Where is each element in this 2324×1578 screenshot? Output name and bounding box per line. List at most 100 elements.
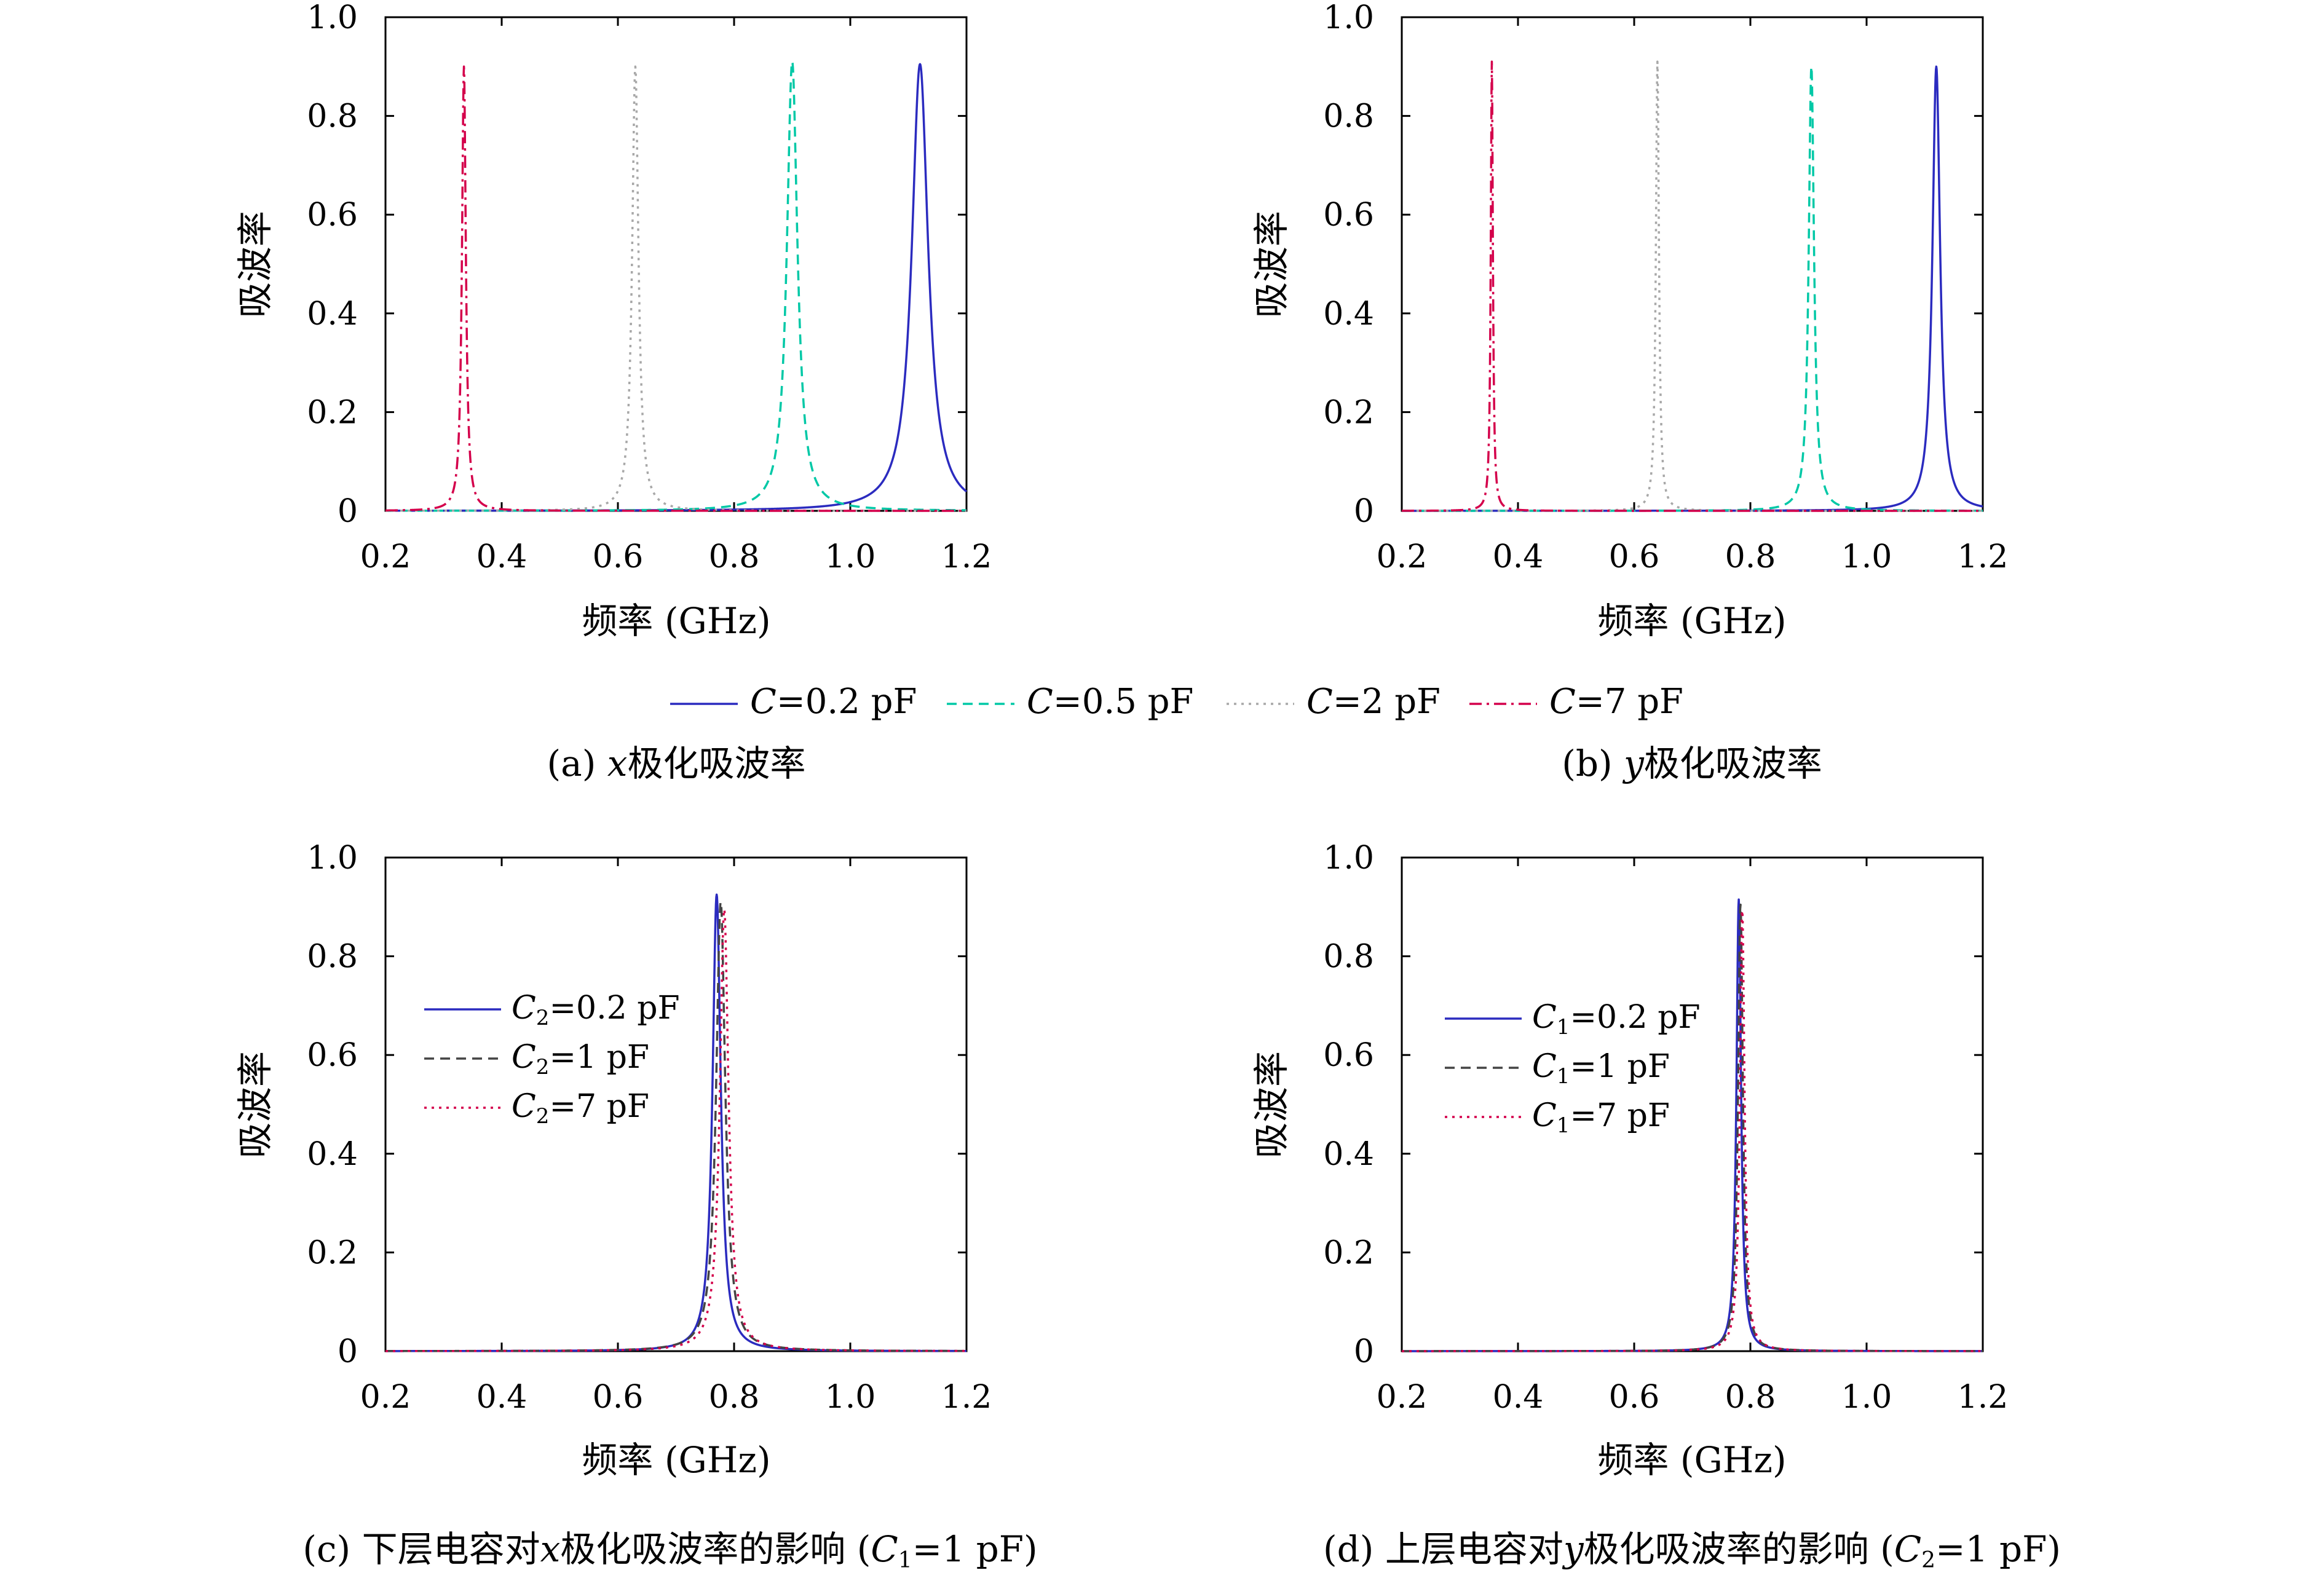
y-tick-label: 0 bbox=[338, 1333, 358, 1370]
legend: C1=0.2 pF C1=1 pF C1=7 pF bbox=[1445, 999, 1701, 1138]
y-axis-label: 吸波率 bbox=[234, 1051, 276, 1158]
series-line-2 bbox=[384, 908, 968, 1352]
x-axis-label: 频率 (GHz) bbox=[582, 1439, 770, 1481]
plot-frame bbox=[384, 856, 968, 1352]
y-tick-label: 1.0 bbox=[1323, 840, 1374, 877]
shared-legend-ab: C=0.2 pF C=0.5 pF C=2 pF C=7 pF bbox=[670, 682, 1683, 722]
legend-label: C=0.2 pF bbox=[750, 682, 917, 722]
legend-label: C=0.5 pF bbox=[1027, 682, 1193, 722]
x-axis-label: 频率 (GHz) bbox=[1597, 600, 1786, 642]
x-tick-label: 0.6 bbox=[593, 1379, 644, 1416]
y-tick-label: 1.0 bbox=[1323, 0, 1374, 36]
y-tick-label: 0 bbox=[1354, 1333, 1374, 1370]
y-tick-label: 0.8 bbox=[307, 98, 358, 135]
y-tick-label: 1.0 bbox=[307, 840, 358, 877]
series-lines bbox=[1401, 60, 1984, 512]
y-tick-label: 0.6 bbox=[1323, 1037, 1374, 1074]
y-axis-ticks: 0 0.2 0.4 0.6 0.8 1.0 bbox=[1323, 840, 1983, 1370]
y-axis-ticks: 0 0.2 0.4 0.6 0.8 1.0 bbox=[1323, 0, 1983, 530]
x-tick-label: 0.6 bbox=[1609, 1379, 1660, 1416]
x-tick-label: 0.8 bbox=[1725, 538, 1776, 575]
legend-label: C1=0.2 pF bbox=[1532, 999, 1701, 1040]
x-tick-label: 1.0 bbox=[825, 538, 876, 575]
y-tick-label: 0.2 bbox=[1323, 394, 1374, 431]
x-tick-label: 1.0 bbox=[1841, 1379, 1892, 1416]
legend-label: C=7 pF bbox=[1549, 682, 1683, 722]
y-tick-label: 0.8 bbox=[307, 939, 358, 976]
x-axis-label: 频率 (GHz) bbox=[1597, 1439, 1786, 1481]
series-line-1 bbox=[384, 60, 968, 512]
x-tick-label: 1.0 bbox=[825, 1379, 876, 1416]
plot-frame bbox=[1401, 856, 1984, 1352]
x-tick-label: 0.4 bbox=[1493, 538, 1544, 575]
x-tick-label: 0.6 bbox=[1609, 538, 1660, 575]
series-line-3 bbox=[1401, 60, 1984, 512]
plot-frame bbox=[384, 16, 968, 512]
series-line-2 bbox=[1401, 909, 1984, 1352]
x-tick-label: 1.2 bbox=[1958, 1379, 2009, 1416]
y-tick-label: 0.4 bbox=[307, 296, 358, 333]
x-tick-label: 0.8 bbox=[1725, 1379, 1776, 1416]
x-tick-label: 0.2 bbox=[1377, 1379, 1428, 1416]
y-axis-label: 吸波率 bbox=[1251, 211, 1292, 318]
panel-caption: (d) 上层电容对y极化吸波率的影响 (C2=1 pF) bbox=[1323, 1528, 2061, 1573]
series-line-0 bbox=[1401, 898, 1984, 1352]
series-lines bbox=[1401, 898, 1984, 1352]
x-tick-label: 1.2 bbox=[941, 538, 992, 575]
x-tick-label: 0.2 bbox=[360, 538, 411, 575]
series-line-3 bbox=[384, 65, 968, 512]
y-axis-label: 吸波率 bbox=[1251, 1051, 1292, 1158]
y-tick-label: 0.6 bbox=[307, 1037, 358, 1074]
x-tick-label: 0.8 bbox=[709, 1379, 760, 1416]
x-tick-label: 0.6 bbox=[593, 538, 644, 575]
x-tick-label: 1.2 bbox=[1958, 538, 2009, 575]
y-tick-label: 0 bbox=[1354, 493, 1374, 530]
y-tick-label: 0.6 bbox=[307, 197, 358, 234]
x-tick-label: 0.4 bbox=[476, 1379, 528, 1416]
series-lines bbox=[384, 893, 968, 1352]
y-tick-label: 0.4 bbox=[1323, 296, 1374, 333]
legend-label: C2=1 pF bbox=[512, 1039, 649, 1079]
panel-caption: (c) 下层电容对x极化吸波率的影响 (C1=1 pF) bbox=[302, 1528, 1037, 1573]
legend-label: C2=7 pF bbox=[512, 1088, 649, 1129]
series-line-0 bbox=[384, 63, 968, 512]
panel-a-x-polarization: 0.2 0.4 0.6 0.8 1.0 1.2 00.20.40.60.81.0 频率 (… bbox=[234, 0, 992, 784]
x-tick-label: 1.0 bbox=[1841, 538, 1892, 575]
y-tick-label: 0.4 bbox=[307, 1136, 358, 1173]
x-tick-label: 0.2 bbox=[360, 1379, 411, 1416]
y-tick-label: 0.8 bbox=[1323, 939, 1374, 976]
legend: C2=0.2 pF C2=1 pF C2=7 pF bbox=[424, 990, 680, 1129]
panel-caption: (a) x极化吸波率 bbox=[547, 743, 805, 784]
series-line-0 bbox=[384, 893, 968, 1352]
legend-label: C1=7 pF bbox=[1532, 1097, 1670, 1138]
x-tick-label: 0.4 bbox=[476, 538, 528, 575]
x-axis-ticks: 0.2 0.4 0.6 0.8 1.0 1.2 bbox=[360, 17, 992, 575]
series-line-1 bbox=[384, 901, 968, 1352]
panel-d-upper-capacitance: 0.2 0.4 0.6 0.8 1.0 1.2 00.20.40.60.81.0 C1=0… bbox=[1251, 840, 2061, 1573]
y-axis-ticks: 0 0.2 0.4 0.6 0.8 1.0 bbox=[307, 840, 966, 1370]
series-line-2 bbox=[1401, 60, 1984, 512]
y-tick-label: 0.4 bbox=[1323, 1136, 1374, 1173]
x-axis-ticks: 0.2 0.4 0.6 0.8 1.0 1.2 bbox=[1377, 17, 2009, 575]
series-line-2 bbox=[384, 65, 968, 512]
y-tick-label: 1.0 bbox=[307, 0, 358, 36]
x-axis-ticks: 0.2 0.4 0.6 0.8 1.0 1.2 bbox=[1377, 858, 2009, 1416]
panel-caption: (b) y极化吸波率 bbox=[1562, 743, 1822, 784]
y-axis-label: 吸波率 bbox=[234, 211, 276, 318]
x-axis-label: 频率 (GHz) bbox=[582, 600, 770, 642]
y-tick-label: 0 bbox=[338, 493, 358, 530]
legend-label: C=2 pF bbox=[1306, 682, 1441, 722]
y-tick-label: 0.2 bbox=[1323, 1234, 1374, 1271]
legend-label: C2=0.2 pF bbox=[512, 990, 680, 1030]
x-tick-label: 0.4 bbox=[1493, 1379, 1544, 1416]
x-tick-label: 0.8 bbox=[709, 538, 760, 575]
x-tick-label: 0.2 bbox=[1377, 538, 1428, 575]
series-line-1 bbox=[1401, 903, 1984, 1352]
panel-c-lower-capacitance: 0.2 0.4 0.6 0.8 1.0 1.2 00.20.40.60.81.0 C2=0… bbox=[234, 840, 1038, 1573]
x-axis-ticks: 0.2 0.4 0.6 0.8 1.0 1.2 bbox=[360, 858, 992, 1416]
panel-b-y-polarization: 0.2 0.4 0.6 0.8 1.0 1.2 00.20.40.60.81.0 频率 (… bbox=[1251, 0, 2008, 784]
legend-label: C1=1 pF bbox=[1532, 1048, 1670, 1089]
y-tick-label: 0.8 bbox=[1323, 98, 1374, 135]
y-tick-label: 0.2 bbox=[307, 394, 358, 431]
